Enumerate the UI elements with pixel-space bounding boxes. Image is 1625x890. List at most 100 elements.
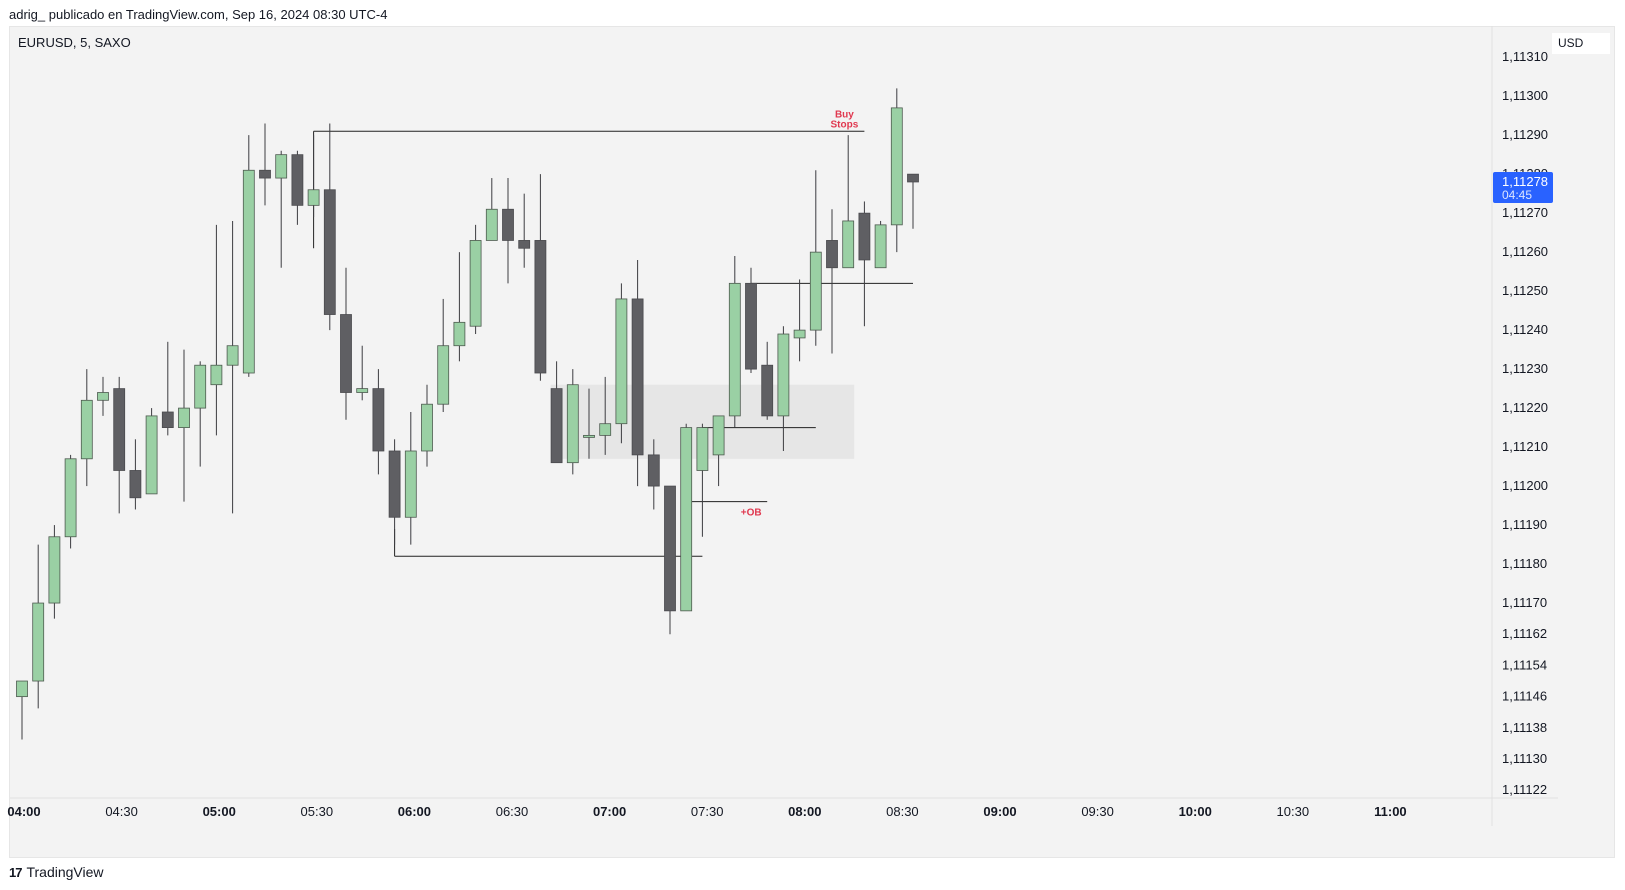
candle[interactable] — [421, 384, 433, 467]
candle[interactable] — [826, 209, 838, 354]
candle[interactable] — [97, 376, 109, 416]
bullish-candle-body — [485, 208, 498, 241]
bullish-candle-body — [728, 282, 741, 417]
bearish-candle-body — [388, 450, 401, 518]
candle[interactable] — [372, 369, 385, 475]
candle[interactable] — [712, 415, 725, 487]
candle[interactable] — [647, 439, 660, 510]
bearish-candle-body — [129, 470, 142, 499]
candle[interactable] — [32, 544, 45, 709]
candle[interactable] — [615, 283, 628, 444]
bullish-candle-body — [307, 189, 320, 206]
candle[interactable] — [550, 361, 563, 464]
candle[interactable] — [858, 201, 871, 327]
candle[interactable] — [161, 341, 174, 436]
candle[interactable] — [534, 174, 547, 381]
bullish-candle-body — [16, 680, 28, 698]
candle[interactable] — [194, 361, 207, 467]
candle[interactable] — [874, 220, 887, 269]
candle[interactable] — [793, 279, 806, 362]
symbol-label[interactable]: EURUSD, 5, SAXO — [18, 35, 131, 50]
candle[interactable] — [809, 170, 822, 346]
bullish-candle-body — [874, 224, 887, 269]
bullish-candle-body — [566, 384, 579, 464]
time-tick-label: 07:30 — [691, 804, 724, 819]
candle[interactable] — [178, 349, 190, 502]
candle[interactable] — [242, 135, 255, 377]
candle[interactable] — [259, 123, 271, 206]
bullish-candle-body — [97, 392, 109, 401]
buy-stops-label-line2: Stops — [831, 119, 859, 130]
candle[interactable] — [890, 88, 903, 253]
bearish-candle-body — [372, 388, 385, 452]
candle[interactable] — [226, 220, 239, 514]
bullish-candle-body — [890, 107, 903, 226]
candle[interactable] — [907, 173, 919, 229]
time-tick-label: 10:30 — [1277, 804, 1310, 819]
candle[interactable] — [728, 256, 741, 428]
candles-layer — [16, 88, 919, 740]
price-tick-label: 1,11170 — [1502, 595, 1547, 610]
candle[interactable] — [485, 178, 498, 241]
candle[interactable] — [307, 135, 320, 218]
candle[interactable] — [80, 369, 93, 487]
candle[interactable] — [113, 376, 126, 514]
candle[interactable] — [340, 267, 352, 420]
currency-selector[interactable]: USD — [1552, 33, 1610, 54]
bearish-candle-body — [664, 485, 676, 612]
candle[interactable] — [453, 252, 466, 362]
price-tick-label: 1,11290 — [1502, 127, 1548, 142]
bearish-candle-body — [518, 240, 531, 249]
bearish-candle-body — [113, 388, 126, 471]
candle[interactable] — [631, 259, 644, 487]
candle[interactable] — [145, 408, 158, 495]
current-price-value: 1,11278 — [1502, 174, 1548, 189]
candle[interactable] — [502, 178, 514, 284]
time-tick-label: 04:00 — [7, 804, 40, 819]
candle[interactable] — [323, 123, 336, 331]
bearish-candle-body — [631, 298, 644, 456]
candle[interactable] — [680, 423, 693, 612]
candle[interactable] — [64, 454, 77, 549]
candle-countdown: 04:45 — [1502, 188, 1532, 202]
candle[interactable] — [388, 439, 401, 545]
bearish-candle-body — [340, 314, 352, 393]
candle[interactable] — [469, 224, 482, 335]
bullish-candle-body — [469, 240, 482, 327]
candle[interactable] — [210, 224, 223, 436]
candle[interactable] — [129, 439, 142, 510]
bearish-candle-body — [259, 169, 271, 179]
candle[interactable] — [566, 369, 579, 475]
candle[interactable] — [291, 150, 304, 225]
candle[interactable] — [404, 412, 417, 545]
candle[interactable] — [761, 341, 774, 420]
price-tick-label: 1,11240 — [1502, 322, 1548, 337]
candle[interactable] — [842, 135, 855, 269]
candle[interactable] — [696, 423, 709, 537]
price-tick-label: 1,11250 — [1502, 283, 1548, 298]
candle[interactable] — [48, 525, 61, 619]
candle[interactable] — [437, 298, 450, 412]
tradingview-brand[interactable]: 17 TradingView — [9, 864, 104, 880]
candle[interactable] — [664, 485, 676, 635]
price-tick-label: 1,11130 — [1502, 751, 1547, 766]
time-tick-label: 07:00 — [593, 804, 626, 819]
candle[interactable] — [777, 326, 790, 451]
bullish-candle-body — [793, 329, 806, 339]
bearish-candle-body — [323, 189, 336, 315]
candle[interactable] — [275, 150, 288, 268]
candle[interactable] — [745, 267, 757, 374]
bullish-candle-body — [842, 220, 855, 269]
candle[interactable] — [16, 680, 28, 740]
candle[interactable] — [599, 376, 612, 455]
price-tick-label: 1,11200 — [1502, 478, 1548, 493]
candle[interactable] — [518, 193, 531, 268]
annotation-lines-layer — [313, 130, 913, 557]
price-tick-label: 1,11180 — [1502, 556, 1547, 571]
price-tick-label: 1,11220 — [1502, 400, 1548, 415]
ob-label: +OB — [741, 508, 762, 519]
candle[interactable] — [583, 388, 595, 459]
candle[interactable] — [356, 345, 369, 401]
